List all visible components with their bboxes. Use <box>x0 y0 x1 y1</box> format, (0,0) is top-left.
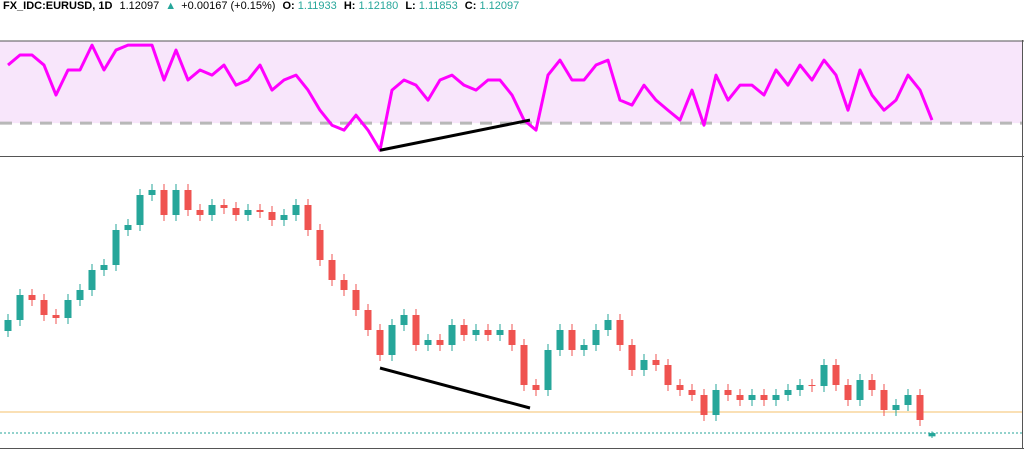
header: FX_IDC:EURUSD, 1D 1.12097 ▲ +0.00167 (+0… <box>3 0 519 12</box>
candle-body <box>796 385 804 390</box>
candle-body <box>580 345 588 350</box>
price-pane <box>0 184 1022 438</box>
candle-body <box>232 208 240 215</box>
candle-body <box>40 300 48 315</box>
high-value: 1.12180 <box>358 0 398 12</box>
candle-body <box>112 230 120 265</box>
candle-body <box>292 205 300 215</box>
candle-body <box>772 395 780 400</box>
candle-body <box>304 205 312 230</box>
candle-body <box>352 290 360 310</box>
candle-body <box>928 433 936 437</box>
candle-body <box>820 365 828 386</box>
candle-body <box>484 330 492 335</box>
candle-body <box>184 190 192 210</box>
candle-body <box>88 270 96 290</box>
candle-body <box>844 385 852 400</box>
candle-body <box>868 380 876 390</box>
candle-body <box>16 295 24 320</box>
open-value: 1.11933 <box>298 0 337 12</box>
candle-body <box>532 385 540 390</box>
candle-body <box>316 230 324 260</box>
candle-body <box>256 210 264 212</box>
candle-body <box>436 340 444 345</box>
candle-body <box>568 330 576 350</box>
candle-body <box>832 365 840 385</box>
candle-body <box>544 350 552 390</box>
arrow: ▲ <box>165 0 176 12</box>
candle-body <box>172 190 180 215</box>
candle-body <box>76 290 84 300</box>
candle-body <box>328 260 336 280</box>
candle-body <box>652 360 660 365</box>
rsi-line <box>7 43 934 152</box>
candle-body <box>904 395 912 405</box>
candle-body <box>400 315 408 325</box>
candle-body <box>376 330 384 355</box>
candle-body <box>664 365 672 385</box>
candle-body <box>364 310 372 330</box>
candle-body <box>556 330 564 350</box>
candle-body <box>676 385 684 390</box>
low-value: 1.11853 <box>419 0 458 12</box>
candle-body <box>808 385 816 386</box>
candle-body <box>100 265 108 270</box>
candle-body <box>880 390 888 410</box>
last-price: 1.12097 <box>119 0 159 12</box>
candle-body <box>136 195 144 225</box>
candle-body <box>52 315 60 318</box>
candle-body <box>640 360 648 370</box>
candle-body <box>628 345 636 370</box>
rsi-divergence <box>379 118 531 152</box>
candle-body <box>508 330 516 345</box>
candle-body <box>760 395 768 400</box>
candle-body <box>244 210 252 215</box>
candle-body <box>160 190 168 215</box>
candle-body <box>916 395 924 420</box>
close-label: C: <box>465 0 477 12</box>
candle-body <box>220 205 228 208</box>
rsi-pane <box>0 40 1024 152</box>
candle-body <box>148 190 156 195</box>
candle-body <box>472 330 480 335</box>
candle-body <box>688 390 696 395</box>
candle-body <box>496 330 504 335</box>
candle-body <box>412 315 420 345</box>
change: +0.00167 (+0.15%) <box>181 0 275 12</box>
candle-body <box>280 215 288 220</box>
candle-body <box>64 300 72 318</box>
candle-body <box>616 320 624 345</box>
open-label: O: <box>283 0 295 12</box>
candle-body <box>856 380 864 400</box>
high-label: H: <box>344 0 356 12</box>
candle-body <box>724 390 732 395</box>
candle-body <box>892 405 900 410</box>
price-divergence <box>379 366 531 410</box>
candle-body <box>520 345 528 385</box>
candle-body <box>268 212 276 220</box>
candle-body <box>424 340 432 345</box>
candle-body <box>736 395 744 400</box>
candle-body <box>784 390 792 395</box>
candle-body <box>4 320 12 331</box>
candle-body <box>592 330 600 345</box>
symbol: FX_IDC:EURUSD, 1D <box>3 0 112 12</box>
candle-body <box>124 225 132 230</box>
candle-body <box>208 205 216 215</box>
candle-body <box>604 320 612 330</box>
candle-body <box>28 295 36 300</box>
candle-body <box>460 325 468 335</box>
low-label: L: <box>405 0 415 12</box>
candle-body <box>388 325 396 355</box>
candle-body <box>748 395 756 400</box>
candle-body <box>340 280 348 290</box>
rsi-band <box>0 41 1022 124</box>
candle-body <box>712 390 720 415</box>
close-value: 1.12097 <box>479 0 519 12</box>
candle-body <box>448 325 456 345</box>
candle-body <box>196 210 204 215</box>
candle-body <box>700 395 708 415</box>
